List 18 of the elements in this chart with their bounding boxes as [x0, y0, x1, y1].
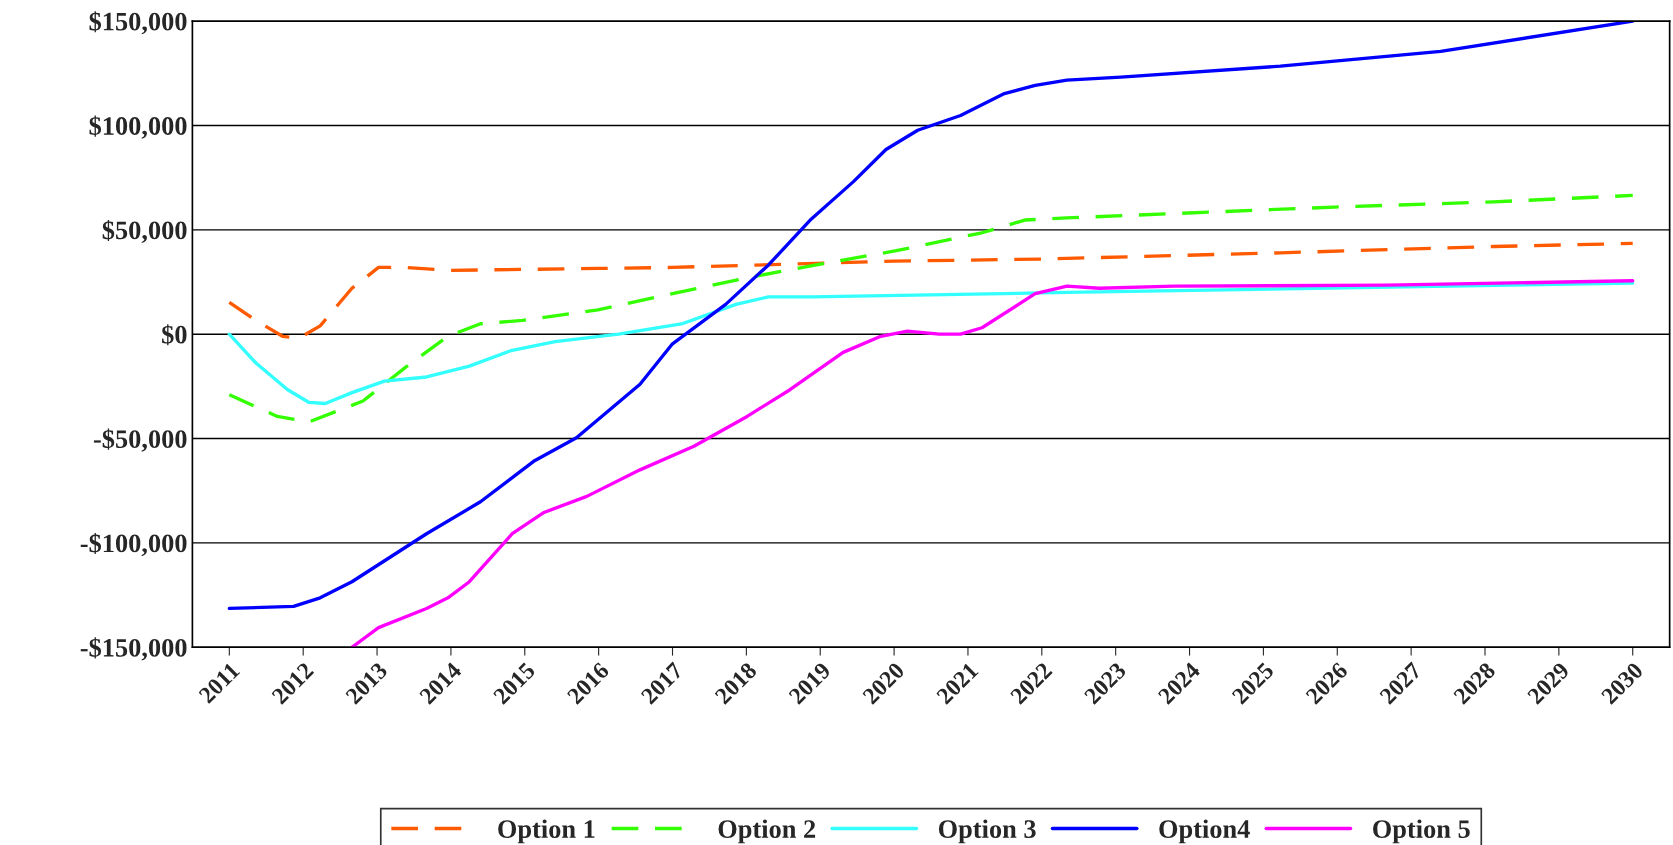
legend-label: Option 1	[498, 819, 595, 844]
y-tick-label: $100,000	[89, 115, 187, 139]
line-series	[227, 193, 1635, 424]
y-tick-label: $0	[162, 324, 187, 346]
legend-label: Option 2	[718, 819, 816, 844]
legend-label: Option 3	[938, 819, 1036, 844]
y-tick-label: $150,000	[89, 11, 187, 35]
y-tick-label: -$100,000	[80, 532, 187, 557]
legend-label: Option4	[1159, 819, 1250, 844]
line-series	[227, 281, 1635, 406]
y-tick-label: $50,000	[102, 219, 187, 244]
line-series	[227, 21, 1635, 611]
line-series	[227, 241, 1635, 341]
line-series	[350, 279, 1635, 648]
y-tick-label: -$50,000	[93, 428, 187, 452]
x-tick-label: 2011	[198, 661, 241, 704]
y-tick-label: -$150,000	[80, 637, 187, 661]
legend-label: Option 5	[1373, 819, 1470, 844]
